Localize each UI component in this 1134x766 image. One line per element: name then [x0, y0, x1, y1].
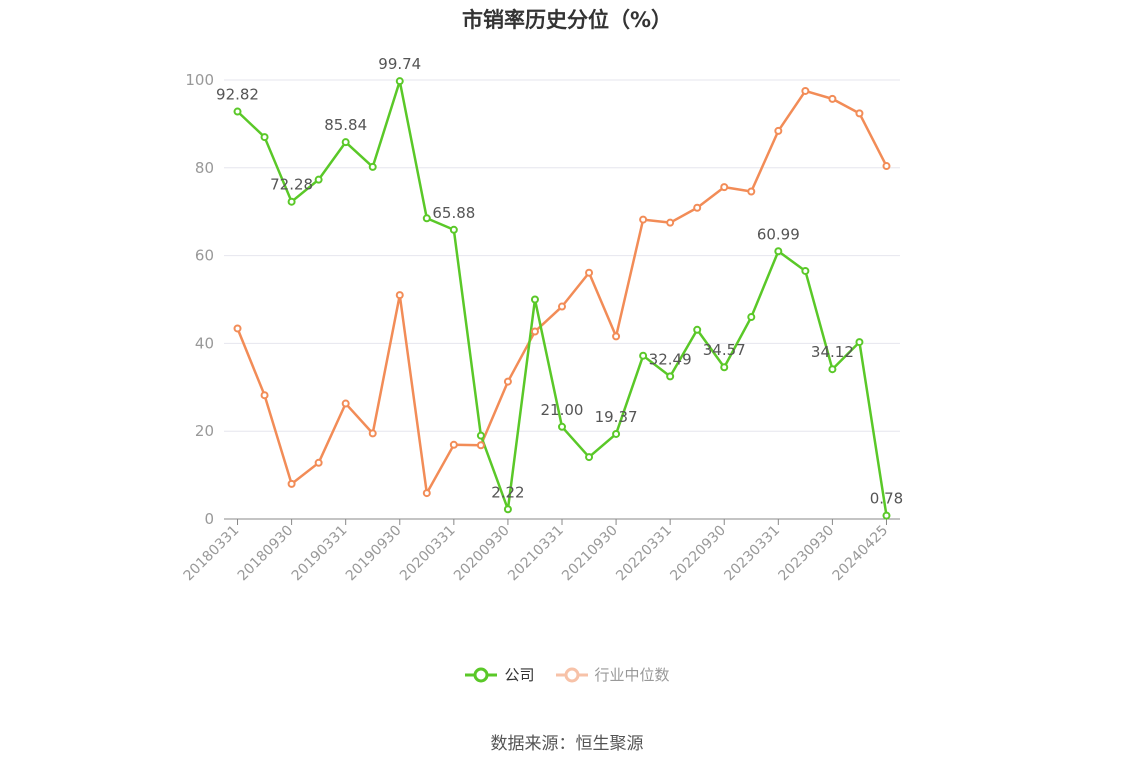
data-point-company — [476, 431, 485, 440]
legend: 公司 行业中位数 — [0, 664, 1134, 685]
data-label-company: 99.74 — [378, 55, 421, 73]
data-point-company — [855, 338, 864, 347]
legend-company-swatch-icon — [465, 667, 498, 682]
data-point-company — [503, 505, 512, 514]
data-source: 数据来源：恒生聚源 — [490, 734, 644, 754]
data-point-company — [612, 429, 621, 438]
data-point-company — [639, 351, 648, 360]
legend-item-industry[interactable]: 行业中位数 — [555, 664, 670, 685]
data-point-industry — [341, 399, 350, 408]
data-point-industry — [612, 332, 621, 341]
x-tick-label: 20220331 — [613, 523, 675, 585]
data-point-company — [341, 138, 350, 147]
data-label-company: 72.28 — [270, 176, 313, 194]
data-point-industry — [720, 183, 729, 192]
data-point-industry — [368, 429, 377, 438]
series-line-company — [236, 79, 888, 516]
y-tick-label: 100 — [185, 71, 214, 89]
data-point-industry — [395, 291, 404, 300]
data-point-industry — [585, 268, 594, 277]
data-point-company — [747, 313, 756, 322]
point-layer — [233, 77, 891, 520]
y-tick-label: 0 — [204, 510, 214, 528]
data-point-company — [395, 77, 404, 86]
data-label-company: 19.37 — [595, 408, 638, 426]
data-point-company — [666, 372, 675, 381]
data-point-company — [314, 175, 323, 184]
x-tick-label: 20240425 — [830, 523, 892, 585]
data-point-company — [368, 162, 377, 171]
data-point-company — [585, 453, 594, 462]
y-tick-label: 60 — [195, 247, 214, 265]
data-point-industry — [855, 109, 864, 118]
data-label-company: 65.88 — [432, 204, 475, 222]
legend-industry-swatch-icon — [555, 667, 588, 682]
x-tick-label: 20230331 — [721, 523, 783, 585]
x-tick-label: 20180331 — [181, 523, 243, 585]
data-point-company — [233, 107, 242, 116]
legend-company-label: 公司 — [504, 666, 535, 684]
data-label-company: 34.57 — [703, 341, 746, 359]
data-point-company — [422, 214, 431, 223]
x-tick-label: 20190930 — [343, 523, 405, 585]
chart-title: 市销率历史分位（%） — [461, 8, 673, 32]
data-point-industry — [801, 86, 810, 95]
y-tick-label: 40 — [195, 334, 214, 352]
legend-industry-label: 行业中位数 — [594, 666, 670, 684]
y-tick-label: 20 — [195, 422, 214, 440]
data-point-company — [774, 247, 783, 256]
series-line-industry — [236, 89, 888, 495]
data-point-industry — [530, 327, 539, 336]
x-tick-label: 20180930 — [235, 523, 297, 585]
x-tick-label: 20210331 — [505, 523, 567, 585]
data-point-industry — [233, 324, 242, 333]
y-tick-label: 80 — [195, 159, 214, 177]
data-point-company — [828, 365, 837, 374]
data-label-company: 0.78 — [870, 490, 903, 508]
data-point-company — [801, 266, 810, 275]
data-point-company — [693, 325, 702, 334]
data-point-industry — [828, 94, 837, 103]
data-point-industry — [260, 391, 269, 400]
data-point-company — [530, 295, 539, 304]
data-label-company: 34.12 — [811, 343, 854, 361]
data-label-company: 85.84 — [324, 116, 367, 134]
x-tick-label: 20190331 — [289, 523, 351, 585]
data-point-industry — [503, 377, 512, 386]
x-tick-label: 20200930 — [451, 523, 513, 585]
x-tick-label: 20220930 — [667, 523, 729, 585]
data-point-industry — [666, 218, 675, 227]
data-point-industry — [882, 162, 891, 171]
data-point-industry — [314, 458, 323, 467]
data-point-industry — [287, 479, 296, 488]
data-point-industry — [558, 302, 566, 311]
line-layer — [236, 79, 888, 516]
data-point-company — [287, 197, 296, 206]
data-label-company: 60.99 — [757, 225, 800, 243]
x-tick-label: 20230930 — [776, 523, 838, 585]
data-point-industry — [639, 215, 648, 224]
label-layer: 92.82 72.28 85.84 99.74 65.88 2.22 21.00 19.37 3… — [216, 55, 903, 507]
data-point-industry — [422, 489, 431, 498]
data-point-company — [558, 422, 566, 431]
x-tick-label: 20210930 — [559, 523, 621, 585]
data-label-company: 92.82 — [216, 86, 259, 104]
data-point-company — [449, 225, 458, 234]
data-point-industry — [693, 203, 702, 212]
data-point-company — [260, 133, 269, 142]
data-point-industry — [476, 441, 485, 450]
legend-item-company[interactable]: 公司 — [464, 664, 535, 685]
data-label-company: 2.22 — [491, 483, 524, 501]
data-point-industry — [449, 440, 458, 449]
data-label-company: 21.00 — [541, 401, 584, 419]
data-point-company — [882, 511, 891, 520]
data-point-industry — [774, 126, 783, 135]
x-tick-label: 20200331 — [397, 523, 459, 585]
data-point-company — [720, 363, 729, 372]
data-label-company: 32.49 — [649, 350, 692, 368]
grid-layer — [224, 79, 900, 432]
data-point-industry — [747, 187, 756, 196]
